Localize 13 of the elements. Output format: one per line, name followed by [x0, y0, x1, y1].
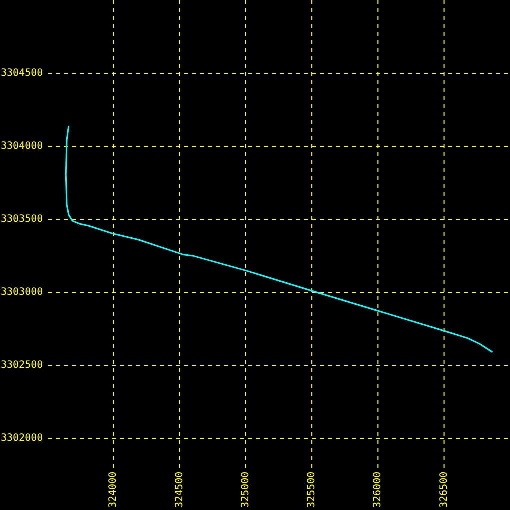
x-tick-label: 325000: [240, 472, 252, 508]
y-tick-label: 3303000: [1, 286, 44, 298]
x-tick-label: 326500: [438, 472, 450, 508]
x-tick-label: 324000: [108, 472, 120, 508]
y-tick-label: 3303500: [1, 214, 44, 225]
y-tick-label: 3304000: [1, 140, 44, 152]
x-tick-label: 326000: [372, 472, 384, 508]
x-tick-label: 324500: [174, 472, 186, 508]
x-tick-label: 325500: [306, 472, 318, 508]
y-tick-label: 3302000: [1, 432, 44, 444]
y-tick-label: 3302500: [1, 360, 44, 371]
y-tick-label: 3304500: [1, 68, 44, 79]
line-series: [65, 125, 494, 354]
